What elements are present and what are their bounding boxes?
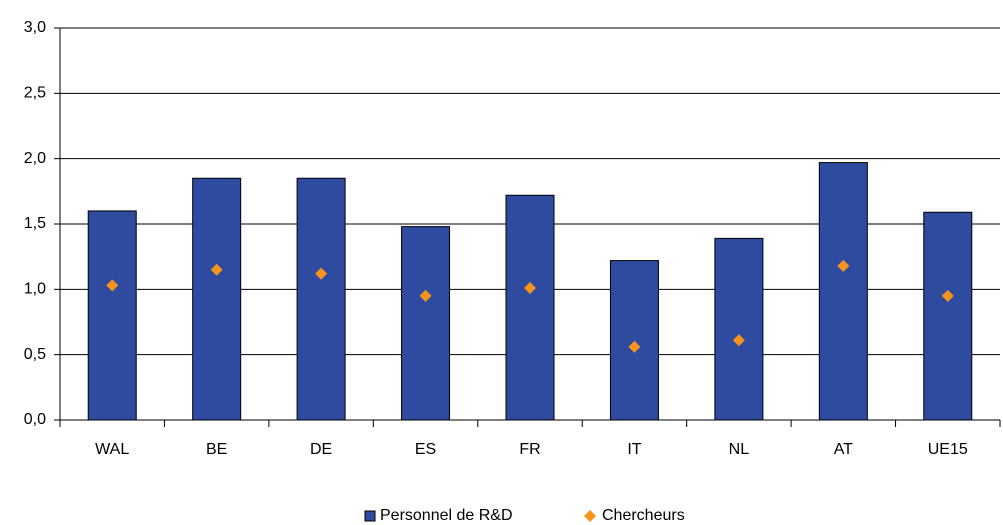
bar — [401, 226, 451, 421]
bar — [818, 162, 868, 421]
marker — [628, 340, 641, 353]
x-tick-label: UE15 — [928, 441, 968, 458]
y-tick-label: 0,5 — [24, 346, 46, 363]
x-tick-label: IT — [627, 441, 641, 458]
legend-label: Chercheurs — [602, 507, 685, 524]
marker — [524, 282, 536, 295]
legend-label: Personnel de R&D — [380, 507, 513, 524]
y-tick-label: 2,0 — [24, 150, 46, 167]
marker — [419, 289, 432, 302]
y-tick-label: 2,5 — [24, 85, 46, 102]
bar — [609, 260, 659, 421]
bar — [296, 177, 346, 421]
x-tick-label: NL — [729, 441, 750, 458]
y-tick-label: 1,0 — [24, 281, 46, 298]
y-tick-label: 3,0 — [24, 19, 46, 36]
marker — [315, 267, 328, 280]
bar — [505, 194, 555, 421]
y-tick-label: 1,5 — [24, 215, 46, 232]
legend-swatch — [584, 510, 596, 522]
x-tick-label: ES — [415, 441, 436, 458]
bar — [923, 211, 973, 421]
x-tick-label: AT — [834, 441, 853, 458]
y-tick-label: 0,0 — [24, 411, 46, 428]
bar — [192, 177, 242, 421]
marker — [732, 334, 745, 347]
legend-swatch — [364, 510, 376, 522]
x-tick-label: FR — [519, 441, 540, 458]
marker — [210, 263, 223, 276]
x-tick-label: BE — [206, 441, 227, 458]
bar — [87, 210, 137, 421]
bar — [714, 237, 764, 421]
x-tick-label: DE — [310, 441, 332, 458]
marker — [837, 259, 850, 272]
x-tick-label: WAL — [95, 441, 129, 458]
marker — [106, 279, 119, 292]
marker — [941, 289, 954, 302]
